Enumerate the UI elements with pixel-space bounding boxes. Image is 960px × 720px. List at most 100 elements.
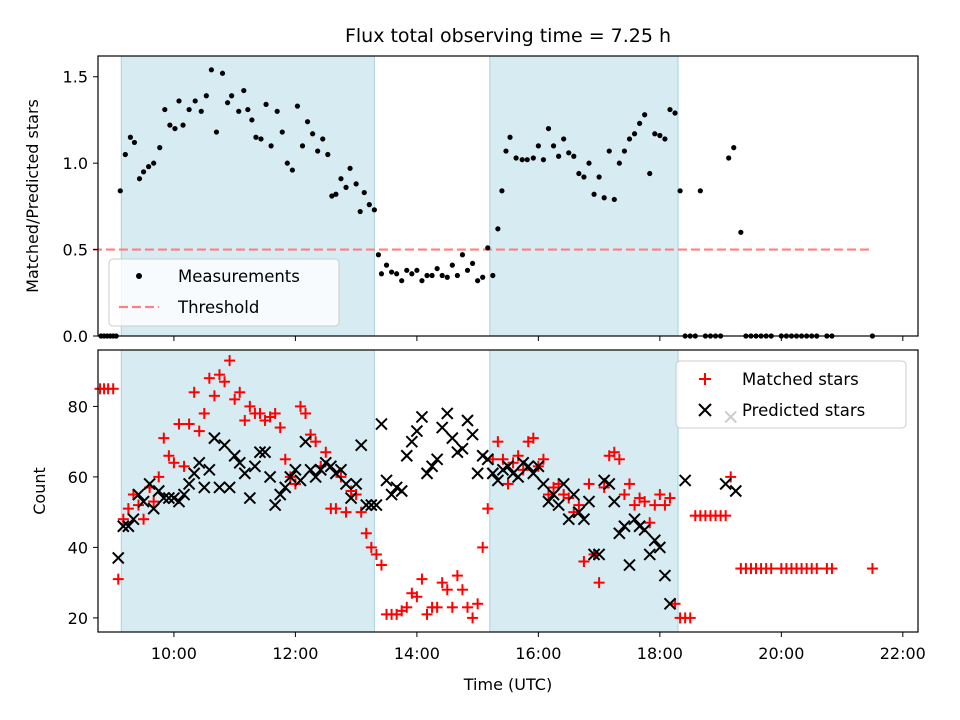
predicted-star-point (258, 446, 272, 459)
measurement-point (454, 272, 460, 279)
predicted-star-point (663, 597, 677, 611)
x-tick-label: 12:00 (272, 644, 318, 663)
matched-star-point (153, 471, 165, 483)
matched-star-point (107, 383, 119, 395)
measurement-point (176, 98, 182, 104)
matched-star-point (618, 489, 630, 501)
matched-star-point (639, 496, 651, 508)
top-legend-box (108, 258, 340, 327)
matched-star-point (507, 457, 519, 469)
x-tick-label: 22:00 (880, 644, 926, 663)
matched-star-point (593, 577, 605, 589)
predicted-star-point (572, 505, 586, 519)
predicted-star-point (466, 428, 479, 441)
top-y-tick-label: 0.5 (63, 241, 88, 260)
measurement-point (310, 131, 316, 137)
measurement-point (485, 245, 491, 251)
matched-star-point (462, 601, 474, 613)
matched-star-point (158, 432, 170, 444)
predicted-star-point (268, 498, 282, 512)
measurement-point (192, 98, 198, 104)
predicted-star-point (542, 495, 555, 508)
predicted-star-point (557, 477, 570, 491)
predicted-star-point (511, 470, 525, 484)
predicted-star-point (213, 481, 226, 494)
bottom-y-tick-label: 80 (68, 397, 88, 416)
matched-star-point (208, 390, 220, 402)
predicted-star-point (420, 467, 434, 480)
measurement-point (122, 151, 128, 158)
predicted-star-point (294, 474, 307, 487)
predicted-stars-points (112, 407, 742, 611)
predicted-star-point (304, 463, 317, 477)
predicted-star-point (365, 498, 378, 512)
predicted-star-point (385, 488, 398, 501)
matched-star-point (254, 407, 266, 419)
predicted-star-point (177, 488, 191, 501)
matched-star-point (573, 499, 585, 511)
measurement-point (409, 271, 415, 277)
matched-star-point (482, 503, 494, 515)
legend-threshold-label: Threshold (177, 298, 259, 317)
measurement-point (167, 122, 173, 128)
predicted-star-point (127, 512, 140, 526)
top-panel: Flux total observing time = 7.25 h 0.00.… (23, 25, 919, 346)
measurement-point (480, 274, 486, 280)
predicted-star-point (157, 491, 171, 505)
legend-matched-label: Matched stars (742, 370, 859, 389)
predicted-star-point (608, 495, 621, 508)
predicted-star-point (355, 438, 368, 452)
measurement-point (464, 267, 471, 273)
matched-star-point (659, 499, 671, 511)
predicted-star-point (248, 460, 262, 473)
measurement-point (253, 134, 259, 140)
bottom-axes-frame (97, 349, 919, 633)
predicted-star-point (324, 460, 338, 473)
predicted-star-point (233, 456, 246, 470)
predicted-star-point (461, 414, 474, 427)
measurement-point (245, 106, 251, 113)
predicted-star-point (491, 474, 505, 487)
measurement-point (361, 189, 367, 196)
matched-star-point (340, 506, 352, 518)
measurement-point (229, 93, 235, 99)
predicted-star-point (339, 477, 353, 491)
x-axis-label: Time (UTC) (463, 675, 552, 694)
predicted-star-point (481, 453, 494, 466)
predicted-star-point (522, 460, 535, 473)
measurement-point (343, 184, 349, 190)
predicted-star-point (299, 435, 312, 448)
predicted-star-point (172, 495, 186, 508)
predicted-star-point (678, 474, 692, 487)
predicted-star-point (187, 467, 201, 480)
matched-star-point (224, 355, 236, 367)
bottom-y-axis-label: Count (30, 467, 49, 515)
measurement-point (180, 122, 186, 128)
matched-star-point (613, 453, 625, 465)
measurement-point (320, 136, 326, 142)
measurement-point (672, 110, 678, 116)
legend-matched-marker (699, 373, 711, 385)
measurement-point (294, 103, 301, 109)
matched-star-point (720, 510, 732, 522)
measurement-point (338, 176, 344, 182)
predicted-star-point (446, 431, 459, 445)
matched-star-point (198, 407, 210, 419)
measurement-point (208, 67, 214, 73)
measurement-point (236, 108, 242, 114)
measurement-point (513, 155, 519, 161)
measurement-point (667, 106, 673, 113)
measurement-point (611, 196, 617, 203)
measurement-point (127, 134, 133, 140)
measurement-point (596, 174, 602, 180)
matched-star-point (193, 425, 205, 437)
measurement-point (524, 157, 530, 163)
measurement-point (263, 101, 269, 107)
measurement-point (140, 169, 147, 175)
matched-star-point (578, 556, 590, 567)
measurement-point (606, 148, 612, 154)
bottom-legend-box (675, 360, 907, 429)
measurement-point (279, 129, 285, 135)
x-tick-label: 18:00 (637, 644, 683, 663)
measurement-point (561, 136, 567, 142)
